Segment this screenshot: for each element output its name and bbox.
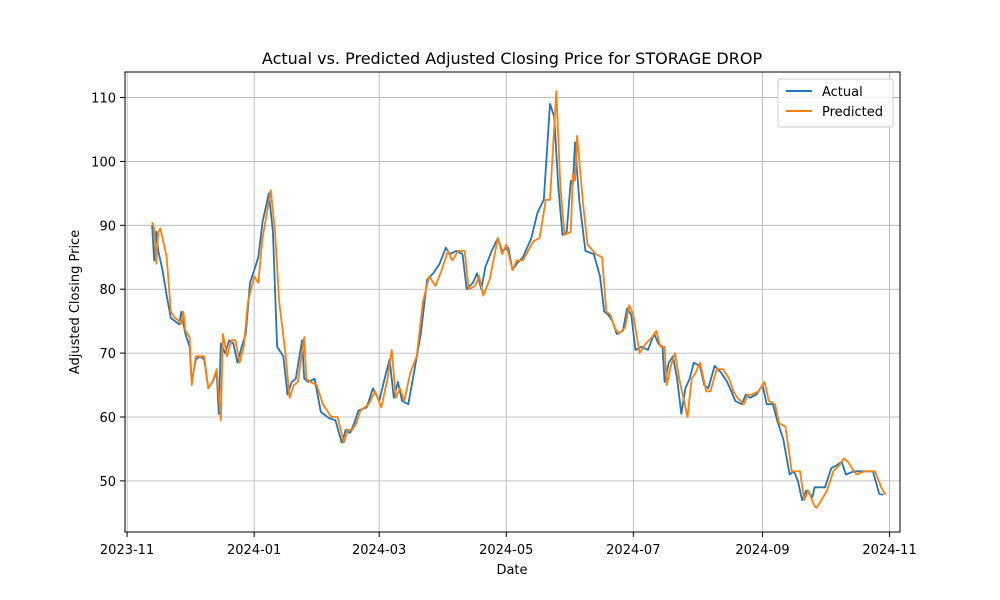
legend-label-predicted: Predicted [822,105,883,120]
series-lines [151,90,887,509]
chart-title: Actual vs. Predicted Adjusted Closing Pr… [262,49,763,68]
y-tick-label-0: 50 [99,475,116,490]
x-tick-label-5: 2024-09 [735,543,789,558]
y-axis-label: Adjusted Closing Price [68,230,83,374]
y-tick-label-2: 70 [99,347,116,362]
y-tick-label-1: 60 [99,411,116,426]
y-tick-label-4: 90 [99,219,116,234]
x-axis: 2023-11 2024-01 2024-03 2024-05 2024-07 2024-… [100,532,917,558]
grid [125,72,900,532]
legend: Actual Predicted [777,78,894,128]
x-tick-label-4: 2024-07 [606,543,660,558]
y-axis: 50 60 70 80 90 100 110 [91,92,125,490]
plot-frame [124,71,901,533]
x-tick-label-0: 2023-11 [100,543,154,558]
legend-label-actual: Actual [822,85,863,100]
y-tick-label-6: 110 [91,92,116,107]
x-tick-label-6: 2024-11 [862,543,916,558]
y-tick-label-5: 100 [91,155,116,170]
x-axis-label: Date [496,563,527,578]
x-tick-label-3: 2024-05 [479,543,533,558]
y-tick-label-3: 80 [99,283,116,298]
series-line-predicted [151,90,887,509]
x-tick-label-2: 2024-03 [352,543,406,558]
x-tick-label-1: 2024-01 [227,543,281,558]
